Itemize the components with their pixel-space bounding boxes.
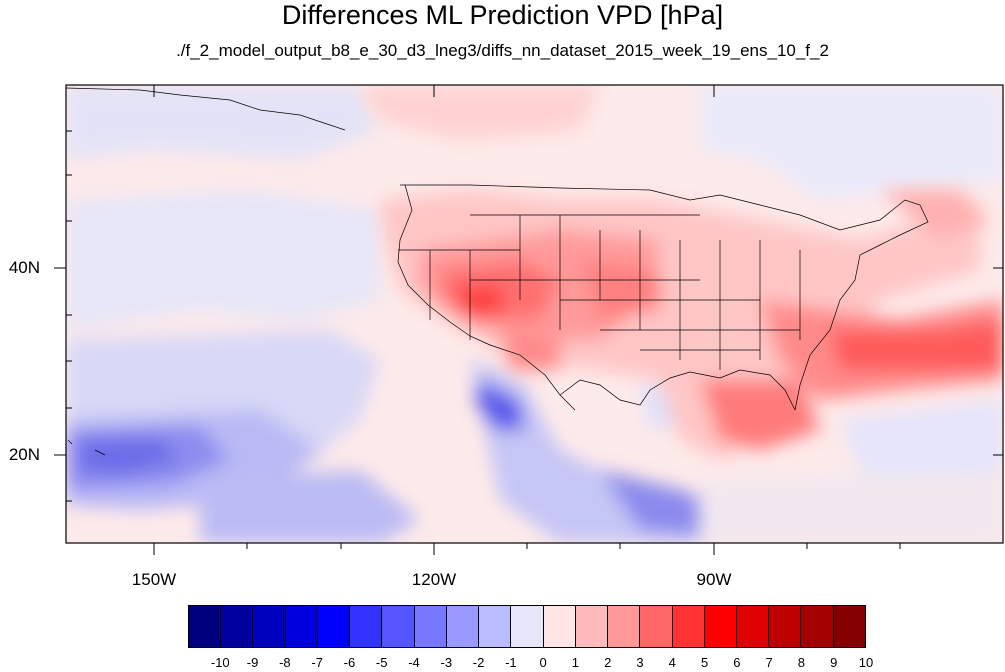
colorbar-swatch (704, 606, 737, 647)
colorbar-tick-label: 3 (636, 655, 644, 670)
colorbar-tick-label: 9 (830, 655, 838, 670)
colorbar-tick-label: -5 (375, 655, 388, 670)
colorbar-swatch (350, 606, 383, 647)
colorbar-swatch (221, 606, 254, 647)
lat-label-40n: 40N (8, 258, 40, 277)
colorbar-swatch (801, 606, 834, 647)
axis-ticks (54, 85, 1003, 555)
colorbar-tick-label: -9 (246, 655, 259, 670)
colorbar-tick-label: -3 (440, 655, 453, 670)
colorbar-tick-label: -4 (408, 655, 420, 670)
colorbar-tick-label: 10 (858, 655, 874, 670)
colorbar-tick-label: -7 (311, 655, 323, 670)
colorbar-swatch (253, 606, 286, 647)
lat-label-20n: 20N (8, 445, 40, 464)
colorbar-swatch (575, 606, 609, 647)
colorbar-swatch (479, 606, 512, 647)
colorbar-tick-label: 4 (668, 655, 676, 670)
colorbar-swatch (672, 606, 705, 647)
colorbar-tick-label: 2 (604, 655, 612, 670)
map-title: Differences ML Prediction VPD [hPa] (281, 0, 724, 30)
colorbar-swatch (446, 606, 480, 647)
colorbar-tick-label: 1 (571, 655, 580, 670)
colorbar-swatch (769, 606, 802, 647)
colorbar-swatch (833, 606, 865, 647)
colorbar-swatch (736, 606, 770, 647)
map-frame (65, 84, 1004, 544)
colorbar-tick-label: 6 (733, 655, 741, 670)
map-subtitle: ./f_2_model_output_b8_e_30_d3_lneg3/diff… (176, 41, 829, 60)
colorbar-swatch (608, 606, 641, 647)
colorbar-swatch (189, 606, 222, 647)
colorbar-swatch (511, 606, 544, 647)
vpd-difference-map (54, 84, 1004, 555)
colorbar-tick-label: 0 (539, 655, 547, 670)
colorbar-tick-label: -8 (279, 655, 291, 670)
map-field (66, 85, 1003, 543)
colorbar-swatch (640, 606, 673, 647)
colorbar-swatch (543, 606, 576, 647)
colorbar-swatch (414, 606, 447, 647)
coastlines-and-borders (66, 87, 929, 456)
colorbar-tick-label: -2 (472, 655, 485, 670)
colorbar-swatch (285, 606, 318, 647)
colorbar-swatch (382, 606, 415, 647)
colorbar-tick-label: -10 (210, 655, 230, 670)
lon-label-120w: 120W (411, 570, 457, 589)
colorbar-tick-label: -1 (505, 655, 517, 670)
colorbar-swatch (317, 606, 351, 647)
colorbar (188, 605, 866, 648)
lon-label-90w: 90W (696, 570, 732, 589)
colorbar-tick-label: 7 (765, 655, 773, 670)
lon-label-150w: 150W (131, 570, 177, 589)
colorbar-tick-label: -6 (343, 655, 356, 670)
colorbar-tick-label: 5 (700, 655, 709, 670)
colorbar-tick-label: 8 (797, 655, 806, 670)
